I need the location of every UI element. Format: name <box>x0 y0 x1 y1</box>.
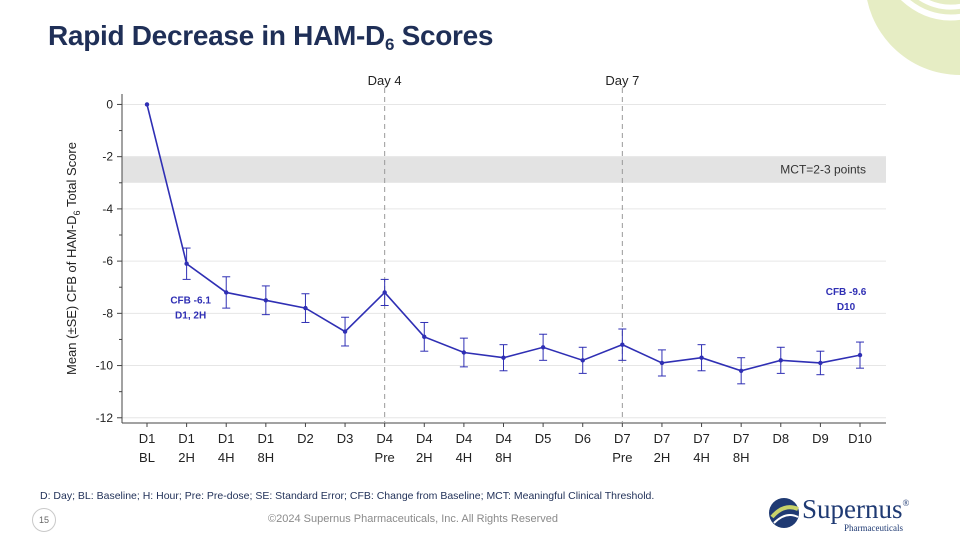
x-tick-label: D7 <box>614 431 631 446</box>
x-tick-sublabel: 4H <box>456 450 473 465</box>
data-point <box>659 360 665 366</box>
day-divider-label: Day 4 <box>368 73 402 88</box>
data-point <box>184 261 189 266</box>
x-tick-label: D4 <box>376 431 393 446</box>
x-tick-label: D2 <box>297 431 314 446</box>
line-chart: MCT=2-3 points 0 -2 -4 -6 -8 -10 -12 Day 4 Day 7 D… <box>64 73 886 465</box>
x-tick-sublabel: 4H <box>693 450 710 465</box>
page-title: Rapid Decrease in HAM-D6 Scores <box>48 20 494 54</box>
data-point <box>382 290 387 295</box>
x-tick-label: D3 <box>337 431 354 446</box>
x-tick-sublabel: 2H <box>654 450 671 465</box>
x-tick-label: D1 <box>258 431 275 446</box>
x-tick-sublabel: 8H <box>258 450 275 465</box>
data-point <box>699 355 704 360</box>
data-point <box>501 355 506 360</box>
x-tick-label: D1 <box>139 431 156 446</box>
x-tick-label: D9 <box>812 431 829 446</box>
data-point <box>303 305 308 311</box>
x-tick-label: D5 <box>535 431 552 446</box>
data-point <box>461 350 467 355</box>
x-tick-label: D1 <box>178 431 195 446</box>
mct-band <box>122 156 886 183</box>
data-point <box>580 358 585 363</box>
y-tick-label: -10 <box>96 359 114 373</box>
x-tick-label: D4 <box>416 431 433 446</box>
x-tick-label: D8 <box>772 431 789 446</box>
x-tick-sublabel: Pre <box>375 450 395 465</box>
x-tick-label: D7 <box>654 431 671 446</box>
page-number: 15 <box>32 508 56 532</box>
copyright-text: ©2024 Supernus Pharmaceuticals, Inc. All… <box>268 513 558 525</box>
plot-area <box>122 94 886 423</box>
x-tick-label: D7 <box>693 431 710 446</box>
data-point <box>422 334 427 340</box>
data-point <box>540 345 546 350</box>
day-divider-label: Day 7 <box>605 73 639 88</box>
x-tick-label: D6 <box>574 431 591 446</box>
logo-wordmark: Supernus® <box>802 494 910 524</box>
y-tick-label: -4 <box>102 202 113 216</box>
data-point <box>818 360 823 366</box>
data-point <box>263 298 269 303</box>
title-subscript: 6 <box>384 35 395 54</box>
company-logo: Supernus® Pharmaceuticals <box>768 494 938 534</box>
y-tick-label: -2 <box>102 150 113 164</box>
x-tick-sublabel: 2H <box>178 450 195 465</box>
data-annotation: D1, 2H <box>175 311 206 322</box>
x-tick-label: D7 <box>733 431 750 446</box>
x-tick-sublabel: BL <box>139 450 155 465</box>
data-point <box>778 358 783 363</box>
logo-subtitle: Pharmaceuticals <box>844 523 903 533</box>
data-annotation: CFB -6.1 <box>170 296 211 307</box>
data-point <box>342 329 348 334</box>
y-tick-label: -12 <box>96 411 114 425</box>
data-annotation: CFB -9.6 <box>826 287 867 298</box>
footnote: D: Day; BL: Baseline; H: Hour; Pre: Pre-… <box>40 490 655 502</box>
y-tick-label: 0 <box>106 97 113 111</box>
x-tick-label: D10 <box>848 431 872 446</box>
data-point <box>857 352 863 358</box>
mct-band-label: MCT=2-3 points <box>780 163 866 177</box>
x-tick-label: D1 <box>218 431 235 446</box>
x-tick-label: D4 <box>495 431 512 446</box>
data-annotation: D10 <box>837 302 856 313</box>
x-tick-sublabel: 8H <box>733 450 750 465</box>
y-axis-label: Mean (±SE) CFB of HAM-D6 Total Score <box>64 142 82 375</box>
logo-swirl-icon <box>769 498 799 528</box>
x-tick-sublabel: 8H <box>495 450 512 465</box>
data-point <box>738 368 744 373</box>
x-tick-sublabel: Pre <box>612 450 632 465</box>
data-point <box>224 290 229 295</box>
data-point <box>620 342 625 347</box>
x-tick-sublabel: 2H <box>416 450 433 465</box>
data-point <box>144 102 150 107</box>
x-tick-label: D4 <box>456 431 473 446</box>
y-tick-label: -6 <box>102 254 113 268</box>
y-tick-label: -8 <box>102 306 113 320</box>
corner-decoration <box>867 0 960 75</box>
x-tick-sublabel: 4H <box>218 450 235 465</box>
